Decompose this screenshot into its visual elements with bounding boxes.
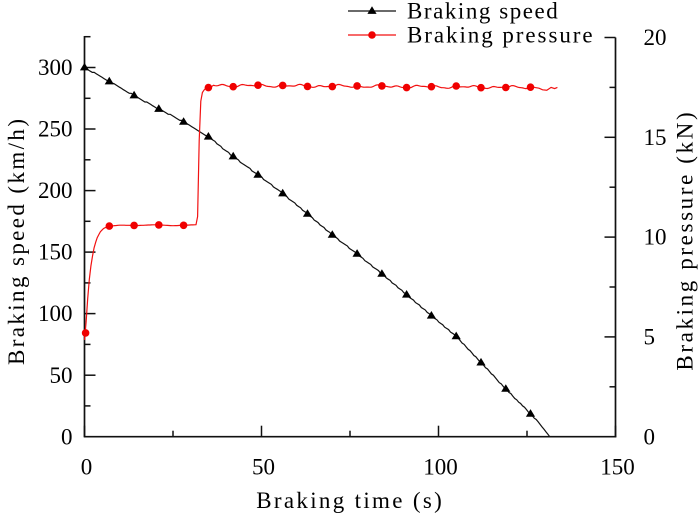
svg-text:300: 300 [38, 55, 73, 80]
svg-text:5: 5 [644, 325, 656, 350]
svg-text:Braking time (s): Braking time (s) [256, 488, 442, 513]
svg-text:10: 10 [644, 225, 667, 250]
svg-text:250: 250 [38, 117, 73, 142]
svg-text:150: 150 [38, 240, 73, 265]
svg-text:50: 50 [252, 455, 275, 480]
svg-text:50: 50 [50, 363, 73, 388]
svg-text:100: 100 [423, 455, 458, 480]
svg-text:Braking pressure: Braking pressure [407, 23, 593, 48]
svg-text:0: 0 [644, 424, 656, 449]
svg-text:200: 200 [38, 178, 73, 203]
svg-text:0: 0 [61, 424, 73, 449]
svg-text:15: 15 [644, 125, 667, 150]
svg-text:20: 20 [644, 25, 667, 50]
svg-text:150: 150 [600, 455, 635, 480]
svg-text:100: 100 [38, 301, 73, 326]
svg-text:Braking speed: Braking speed [407, 0, 558, 24]
svg-text:0: 0 [81, 455, 93, 480]
